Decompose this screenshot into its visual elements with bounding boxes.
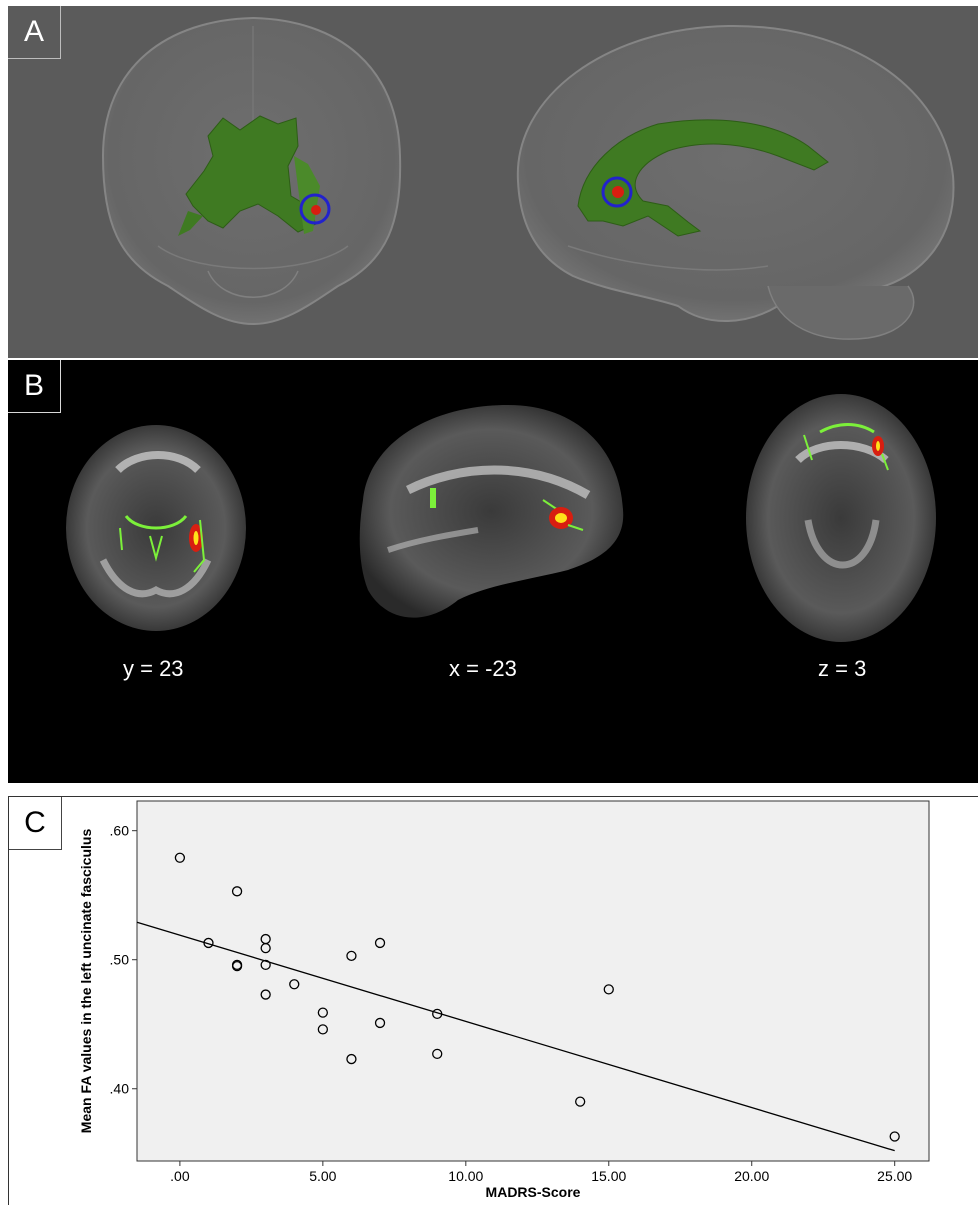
data-point <box>174 852 186 863</box>
divider-bar <box>8 770 978 783</box>
slice-axial <box>746 394 936 642</box>
data-point <box>317 1024 328 1035</box>
data-point <box>289 979 300 990</box>
x-tick-label: 10.00 <box>448 1168 483 1184</box>
data-point <box>575 1096 586 1107</box>
data-point <box>374 1017 386 1029</box>
slice-coord-sagittal: x = -23 <box>449 656 517 681</box>
panel-a: A <box>8 6 978 358</box>
panel-c: .00 5.00 10.00 15.00 20.00 25.00 .40 .50 .60 MA… <box>8 796 978 1205</box>
panel-b-render <box>66 394 936 642</box>
highlight-cluster-coronal <box>311 205 321 215</box>
panel-a-render <box>101 16 955 340</box>
x-tick-label: 20.00 <box>734 1168 769 1184</box>
x-tick-label: 15.00 <box>591 1168 626 1184</box>
y-tick-label: .60 <box>110 823 130 839</box>
plot-area <box>136 800 930 1162</box>
data-point <box>260 989 271 1000</box>
x-axis-ticks: .00 5.00 10.00 15.00 20.00 25.00 <box>170 1161 912 1184</box>
data-point <box>317 1007 328 1018</box>
data-point <box>231 961 243 972</box>
panel-a-label: A <box>8 6 61 59</box>
data-point <box>260 942 271 954</box>
panel-c-label: C <box>9 797 62 850</box>
data-point <box>889 1131 900 1142</box>
data-point <box>231 886 243 897</box>
data-point <box>346 1053 357 1065</box>
x-axis-label: MADRS-Score <box>486 1184 581 1200</box>
scatter-plot: .00 5.00 10.00 15.00 20.00 25.00 .40 .50 .60 MA… <box>78 800 930 1200</box>
slice-coord-coronal: y = 23 <box>123 656 184 681</box>
data-point <box>432 1048 443 1060</box>
x-tick-label: 25.00 <box>877 1168 912 1184</box>
x-tick-label: .00 <box>170 1168 190 1184</box>
tract-sagittal <box>577 119 829 237</box>
y-axis-ticks: .40 .50 .60 <box>110 823 137 1097</box>
panel-b: y = 23 x = -23 z = 3 B <box>8 360 978 770</box>
slice-coord-axial: z = 3 <box>818 656 867 681</box>
highlight-cluster-sagittal <box>612 186 624 198</box>
regression-line <box>136 921 895 1152</box>
x-tick-label: 5.00 <box>309 1168 336 1184</box>
marker-circle-coronal <box>299 193 331 225</box>
y-tick-label: .50 <box>110 952 130 968</box>
data-point <box>374 937 386 949</box>
y-axis-label: Mean FA values in the left uncinate fasc… <box>78 829 94 1134</box>
panel-b-label: B <box>8 360 61 413</box>
brain-sagittal-view <box>516 24 955 340</box>
data-point <box>260 959 271 971</box>
y-tick-label: .40 <box>110 1081 130 1097</box>
marker-circle-sagittal <box>601 176 633 208</box>
data-point <box>346 950 357 961</box>
slice-sagittal <box>359 405 624 618</box>
brain-coronal-view <box>101 16 402 326</box>
data-point <box>603 984 614 995</box>
slice-coronal <box>66 425 246 631</box>
